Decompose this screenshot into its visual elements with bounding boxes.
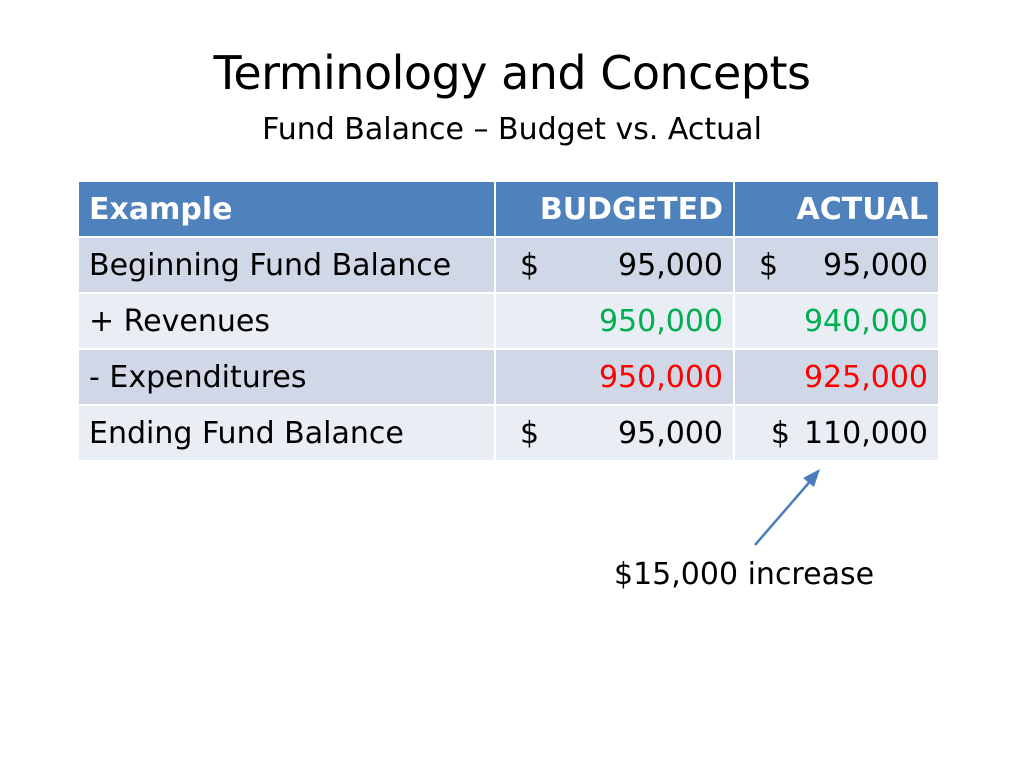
table-row-ending-fund-balance: Ending Fund Balance $ 95,000 $ 110,000 <box>77 404 940 462</box>
actual-value: 110,000 <box>803 415 928 451</box>
currency-symbol: $ <box>759 247 779 283</box>
actual-value: 95,000 <box>823 247 928 283</box>
budgeted-value: 95,000 <box>618 247 723 283</box>
actual-value: 925,000 <box>733 348 940 406</box>
arrow-head <box>803 469 820 487</box>
currency-symbol: $ <box>520 415 540 451</box>
arrow-shaft <box>754 477 814 546</box>
slide-title: Terminology and Concepts <box>213 46 811 100</box>
budgeted-value: 950,000 <box>494 292 735 350</box>
table-row-beginning-fund-balance: Beginning Fund Balance $ 95,000 $ 95,000 <box>77 236 940 294</box>
slide-subtitle: Fund Balance – Budget vs. Actual <box>262 112 762 147</box>
table-row-revenues: + Revenues 950,000 940,000 <box>77 292 940 350</box>
row-label: Beginning Fund Balance <box>77 236 496 294</box>
increase-annotation: $15,000 increase <box>614 557 875 592</box>
budgeted-cell: $ 95,000 <box>494 404 735 462</box>
budgeted-value: 95,000 <box>618 415 723 451</box>
header-actual: ACTUAL <box>733 180 940 238</box>
currency-symbol: $ <box>770 415 790 451</box>
actual-cell: $ 110,000 <box>733 404 940 462</box>
row-label: - Expenditures <box>77 348 496 406</box>
row-label: Ending Fund Balance <box>77 404 496 462</box>
budgeted-value: 950,000 <box>494 348 735 406</box>
header-budgeted: BUDGETED <box>494 180 735 238</box>
actual-cell: $ 95,000 <box>733 236 940 294</box>
row-label: + Revenues <box>77 292 496 350</box>
table-row-expenditures: - Expenditures 950,000 925,000 <box>77 348 940 406</box>
currency-symbol: $ <box>520 247 540 283</box>
table-header-row: Example BUDGETED ACTUAL <box>77 180 940 238</box>
actual-value: 940,000 <box>733 292 940 350</box>
budgeted-cell: $ 95,000 <box>494 236 735 294</box>
fund-balance-table: Example BUDGETED ACTUAL Beginning Fund B… <box>77 180 940 462</box>
header-example: Example <box>77 180 496 238</box>
